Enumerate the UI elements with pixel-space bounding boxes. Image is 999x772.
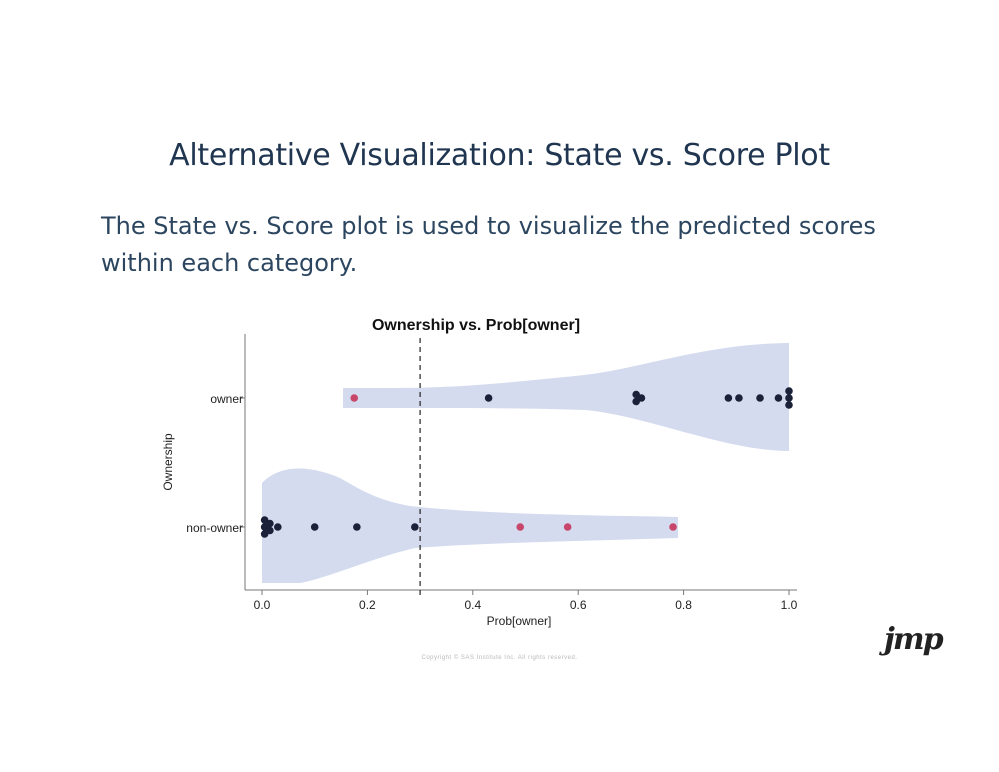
y-axis-label: Ownership — [161, 433, 175, 491]
y-tick-label-non-owner: non-owner — [186, 521, 243, 535]
x-tick-label: 0.8 — [675, 598, 692, 612]
data-point-non-owner — [274, 523, 282, 531]
violin-owner — [343, 343, 789, 451]
data-point-owner — [724, 394, 733, 402]
data-point-owner — [350, 394, 359, 402]
data-point-owner — [785, 394, 793, 402]
data-point-non-owner — [266, 526, 274, 535]
x-tick-label: 1.0 — [781, 598, 798, 612]
data-point-non-owner — [669, 523, 677, 531]
data-point-non-owner — [310, 523, 319, 531]
x-axis-label: Prob[owner] — [487, 614, 552, 628]
data-point-non-owner — [266, 519, 274, 528]
data-point-non-owner — [353, 523, 361, 531]
data-point-owner — [756, 394, 764, 402]
body-line-1: The State vs. Score plot is used to visu… — [101, 212, 876, 240]
data-point-owner — [637, 394, 646, 402]
x-tick-label: 0.2 — [359, 598, 376, 612]
jmp-logo: jmp — [884, 622, 944, 657]
data-point-owner — [785, 387, 793, 395]
slide-title: Alternative Visualization: State vs. Sco… — [169, 138, 830, 173]
copyright-notice: Copyright © SAS Institute Inc. All right… — [421, 655, 578, 661]
data-point-owner — [484, 394, 493, 402]
data-point-non-owner — [563, 523, 572, 531]
data-point-owner — [785, 401, 793, 409]
chart-title: Ownership vs. Prob[owner] — [372, 317, 580, 334]
y-tick-label-owner: owner — [210, 392, 243, 406]
data-point-owner — [774, 394, 783, 402]
data-point-owner — [735, 394, 743, 402]
slide-body-text: The State vs. Score plot is used to visu… — [101, 208, 901, 282]
data-point-non-owner — [411, 523, 419, 531]
violin-non-owner — [262, 468, 678, 583]
x-tick-label: 0.4 — [464, 598, 481, 612]
body-line-2: within each category. — [101, 249, 358, 277]
data-point-non-owner — [516, 523, 525, 531]
x-tick-label: 0.6 — [570, 598, 587, 612]
x-tick-label: 0.0 — [254, 598, 271, 612]
